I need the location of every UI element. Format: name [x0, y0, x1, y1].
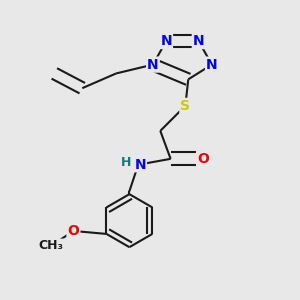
- Text: CH₃: CH₃: [39, 239, 64, 252]
- Text: N: N: [135, 158, 146, 172]
- Text: O: O: [197, 152, 209, 166]
- Text: N: N: [147, 58, 159, 72]
- Text: S: S: [180, 99, 190, 113]
- Text: N: N: [193, 34, 204, 48]
- Text: N: N: [160, 34, 172, 48]
- Text: N: N: [206, 58, 218, 72]
- Text: O: O: [68, 224, 80, 238]
- Text: H: H: [121, 156, 132, 169]
